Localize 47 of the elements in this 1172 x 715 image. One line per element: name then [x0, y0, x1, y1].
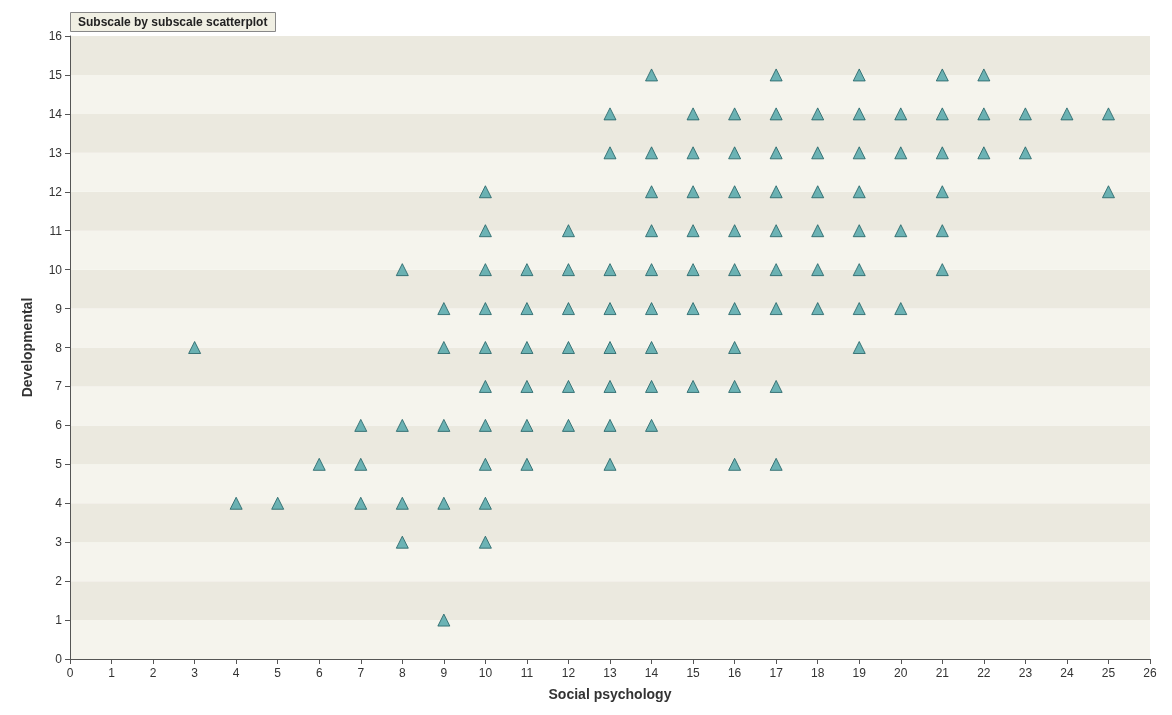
x-tick-label: 2 [149, 666, 157, 680]
x-tick-label: 26 [1143, 666, 1157, 680]
x-tick-label: 19 [852, 666, 867, 680]
x-tick-label: 11 [520, 666, 534, 680]
y-tick-label: 3 [55, 535, 63, 550]
x-tick-label: 23 [1018, 666, 1033, 680]
y-tick-label: 1 [55, 613, 63, 628]
chart-title: Subscale by subscale scatterplot [78, 15, 268, 29]
y-tick-label: 15 [48, 67, 63, 82]
x-tick-label: 0 [66, 666, 74, 680]
y-tick-label: 4 [55, 496, 63, 511]
x-tick-label: 13 [603, 666, 617, 680]
x-tick-label: 5 [274, 666, 282, 680]
x-tick-label: 6 [315, 666, 323, 680]
y-tick-label: 14 [48, 106, 63, 121]
x-tick-label: 4 [232, 666, 240, 680]
y-tick-label: 12 [48, 184, 63, 199]
x-tick-label: 1 [108, 666, 116, 680]
y-tick-label: 8 [55, 340, 63, 355]
x-tick-label: 20 [894, 666, 908, 680]
x-tick-label: 14 [644, 666, 659, 680]
x-tick-label: 16 [727, 666, 742, 680]
y-tick-label: 13 [48, 145, 63, 160]
y-tick-label: 6 [55, 418, 63, 433]
y-axis-title: Developmental [19, 297, 35, 398]
x-tick-label: 21 [935, 666, 950, 680]
x-tick-label: 7 [357, 666, 365, 680]
x-tick-label: 12 [561, 666, 576, 680]
x-tick-label: 24 [1060, 666, 1074, 680]
y-tick-label: 7 [55, 379, 63, 394]
x-tick-label: 8 [398, 666, 406, 680]
x-tick-label: 3 [191, 666, 199, 680]
y-tick-label: 10 [48, 262, 63, 277]
x-tick-label: 10 [478, 666, 493, 680]
x-axis-title: Social psychology [548, 686, 672, 702]
y-tick-label: 2 [55, 574, 63, 589]
x-tick-label: 25 [1101, 666, 1116, 680]
x-tick-label: 18 [811, 666, 825, 680]
x-tick-label: 22 [977, 666, 991, 680]
y-tick-label: 5 [55, 457, 63, 472]
x-tick-label: 9 [440, 666, 448, 680]
x-tick-label: 17 [769, 666, 784, 680]
y-tick-label: 11 [49, 223, 63, 238]
y-tick-label: 0 [55, 652, 63, 666]
x-tick-label: 15 [686, 666, 701, 680]
y-tick-label: 16 [48, 29, 63, 43]
y-tick-label: 9 [55, 301, 63, 316]
